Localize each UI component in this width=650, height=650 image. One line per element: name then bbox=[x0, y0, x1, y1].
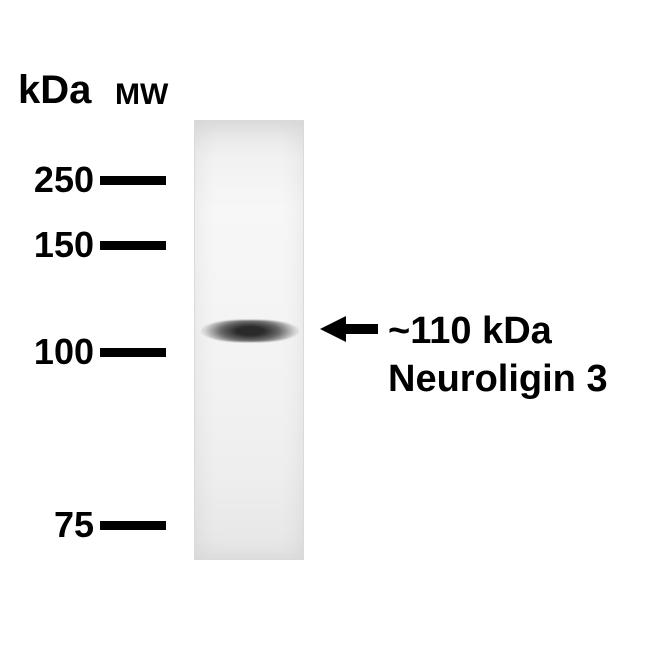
gel-lane bbox=[194, 120, 304, 560]
mw-marker-value: 250 bbox=[0, 159, 94, 201]
mw-marker-tick bbox=[100, 241, 166, 250]
mw-marker-tick bbox=[100, 521, 166, 530]
arrow-left-icon bbox=[320, 313, 378, 345]
kda-header-label: kDa bbox=[18, 68, 91, 113]
mw-marker-value: 150 bbox=[0, 224, 94, 266]
mw-header-label: MW bbox=[115, 78, 168, 112]
annotation-line2: Neuroligin 3 bbox=[388, 356, 608, 404]
mw-marker-value: 100 bbox=[0, 331, 94, 373]
mw-marker: 75 bbox=[0, 507, 166, 543]
blot-figure: kDa MW ~110 kDa Neuroligin 3 250 150 100 75 bbox=[0, 0, 650, 650]
mw-marker: 100 bbox=[0, 334, 166, 370]
annotation-text: ~110 kDa Neuroligin 3 bbox=[388, 308, 608, 403]
mw-marker-value: 75 bbox=[0, 504, 94, 546]
band-annotation: ~110 kDa Neuroligin 3 bbox=[320, 313, 378, 345]
mw-marker-tick bbox=[100, 348, 166, 357]
annotation-line1: ~110 kDa bbox=[388, 308, 608, 356]
mw-marker-tick bbox=[100, 176, 166, 185]
protein-band bbox=[201, 320, 299, 342]
mw-marker: 250 bbox=[0, 162, 166, 198]
mw-marker: 150 bbox=[0, 227, 166, 263]
